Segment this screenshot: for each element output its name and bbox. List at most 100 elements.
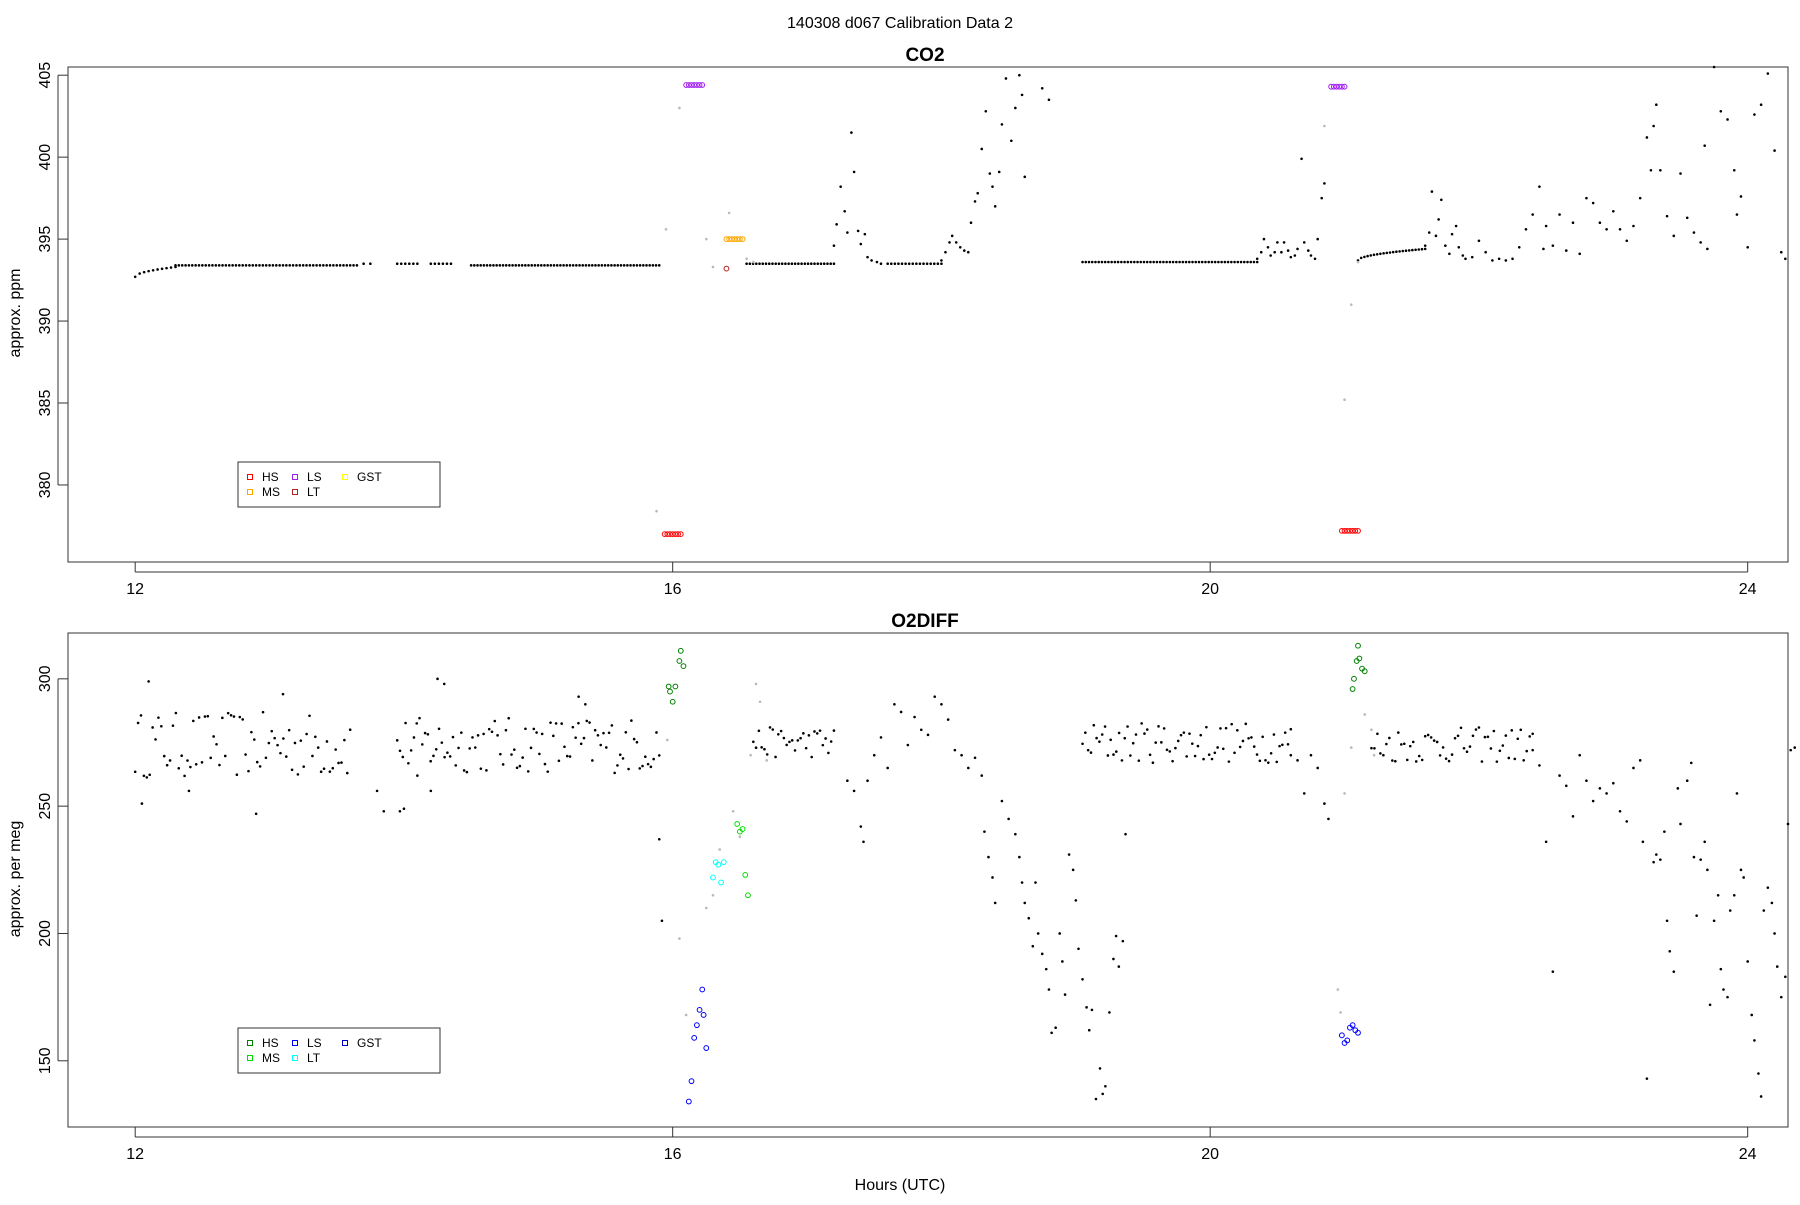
data-point xyxy=(1023,901,1027,905)
data-point xyxy=(348,264,352,267)
data-point xyxy=(906,743,910,747)
data-point xyxy=(521,756,524,759)
data-point xyxy=(1162,260,1165,264)
calibration-point-ls xyxy=(1328,83,1335,90)
data-point xyxy=(540,732,544,736)
data-point xyxy=(308,714,311,718)
data-point xyxy=(493,719,497,723)
data-point xyxy=(554,722,558,725)
data-point xyxy=(1313,257,1317,261)
data-point xyxy=(1625,820,1629,823)
data-point xyxy=(1770,901,1774,905)
calibration-point-hs xyxy=(1338,527,1345,534)
data-point xyxy=(403,262,407,265)
data-point xyxy=(1605,227,1608,231)
data-point xyxy=(1296,247,1299,251)
data-point xyxy=(204,264,208,267)
data-point xyxy=(738,835,742,839)
data-point xyxy=(1461,254,1465,257)
data-point xyxy=(530,264,534,267)
data-point xyxy=(711,265,715,269)
data-point xyxy=(1349,746,1353,749)
data-point xyxy=(940,259,943,262)
data-point xyxy=(727,211,731,215)
data-point xyxy=(1726,995,1729,999)
data-point xyxy=(184,264,187,267)
data-point xyxy=(1244,722,1248,726)
data-point xyxy=(893,702,896,706)
calibration-point-ls xyxy=(691,82,698,88)
data-point xyxy=(1255,260,1259,264)
data-point xyxy=(1497,257,1501,261)
data-point xyxy=(1775,965,1779,968)
data-point xyxy=(1327,817,1330,821)
data-point xyxy=(1145,728,1149,731)
data-point xyxy=(1084,731,1087,734)
data-point xyxy=(398,749,402,753)
data-point xyxy=(1154,741,1158,744)
data-point xyxy=(1210,757,1214,761)
data-point xyxy=(1525,749,1529,753)
data-point xyxy=(209,756,213,760)
data-point xyxy=(1179,733,1183,737)
data-point xyxy=(1632,766,1635,770)
data-point xyxy=(976,191,980,195)
data-point xyxy=(1411,740,1415,744)
data-point xyxy=(536,264,540,267)
data-point xyxy=(962,249,966,252)
data-point xyxy=(1114,934,1118,938)
data-point xyxy=(552,734,555,738)
data-point xyxy=(1719,967,1723,971)
calibration-point-ls xyxy=(1355,1029,1361,1036)
data-point xyxy=(1273,250,1276,254)
data-point xyxy=(543,762,547,766)
legend-label-lt: LT xyxy=(307,485,321,499)
data-point xyxy=(1699,241,1702,244)
calibration-point-ms xyxy=(728,236,735,243)
data-point xyxy=(632,737,636,741)
data-point xyxy=(1014,832,1017,836)
data-point xyxy=(1289,727,1293,731)
data-point xyxy=(1649,168,1653,172)
data-point xyxy=(1363,713,1367,716)
legend-symbol-gst xyxy=(342,474,348,480)
data-point xyxy=(1145,260,1149,264)
data-point xyxy=(575,264,578,267)
data-point xyxy=(1100,260,1104,264)
data-point xyxy=(635,264,639,267)
co2-y-tick-label: 390 xyxy=(37,308,54,335)
data-point xyxy=(512,748,516,751)
data-point xyxy=(355,264,359,267)
data-point xyxy=(1679,822,1682,826)
data-point xyxy=(227,264,231,267)
data-point xyxy=(1558,774,1561,777)
data-point xyxy=(1420,247,1424,251)
data-point xyxy=(418,716,421,720)
data-point xyxy=(241,264,244,267)
data-point xyxy=(232,715,236,718)
data-point xyxy=(1129,260,1133,264)
legend-label-gst: GST xyxy=(357,1036,382,1050)
data-point xyxy=(187,789,191,793)
data-point xyxy=(1401,249,1405,253)
data-point xyxy=(1519,728,1523,732)
co2-y-tick-label: 380 xyxy=(37,472,54,499)
data-point xyxy=(311,264,315,267)
data-point xyxy=(180,754,183,757)
data-point xyxy=(1323,182,1326,185)
data-point xyxy=(322,264,325,267)
data-point xyxy=(1672,234,1676,238)
data-point xyxy=(487,727,491,731)
data-point xyxy=(1224,726,1228,730)
data-point xyxy=(1423,247,1427,251)
data-point xyxy=(749,753,752,757)
data-point xyxy=(1124,832,1127,836)
data-point xyxy=(1217,260,1220,264)
data-point xyxy=(423,731,427,735)
data-point xyxy=(1109,738,1112,742)
data-point xyxy=(872,753,876,757)
data-point xyxy=(1252,260,1256,264)
data-point xyxy=(251,264,255,267)
data-point xyxy=(1471,734,1475,738)
